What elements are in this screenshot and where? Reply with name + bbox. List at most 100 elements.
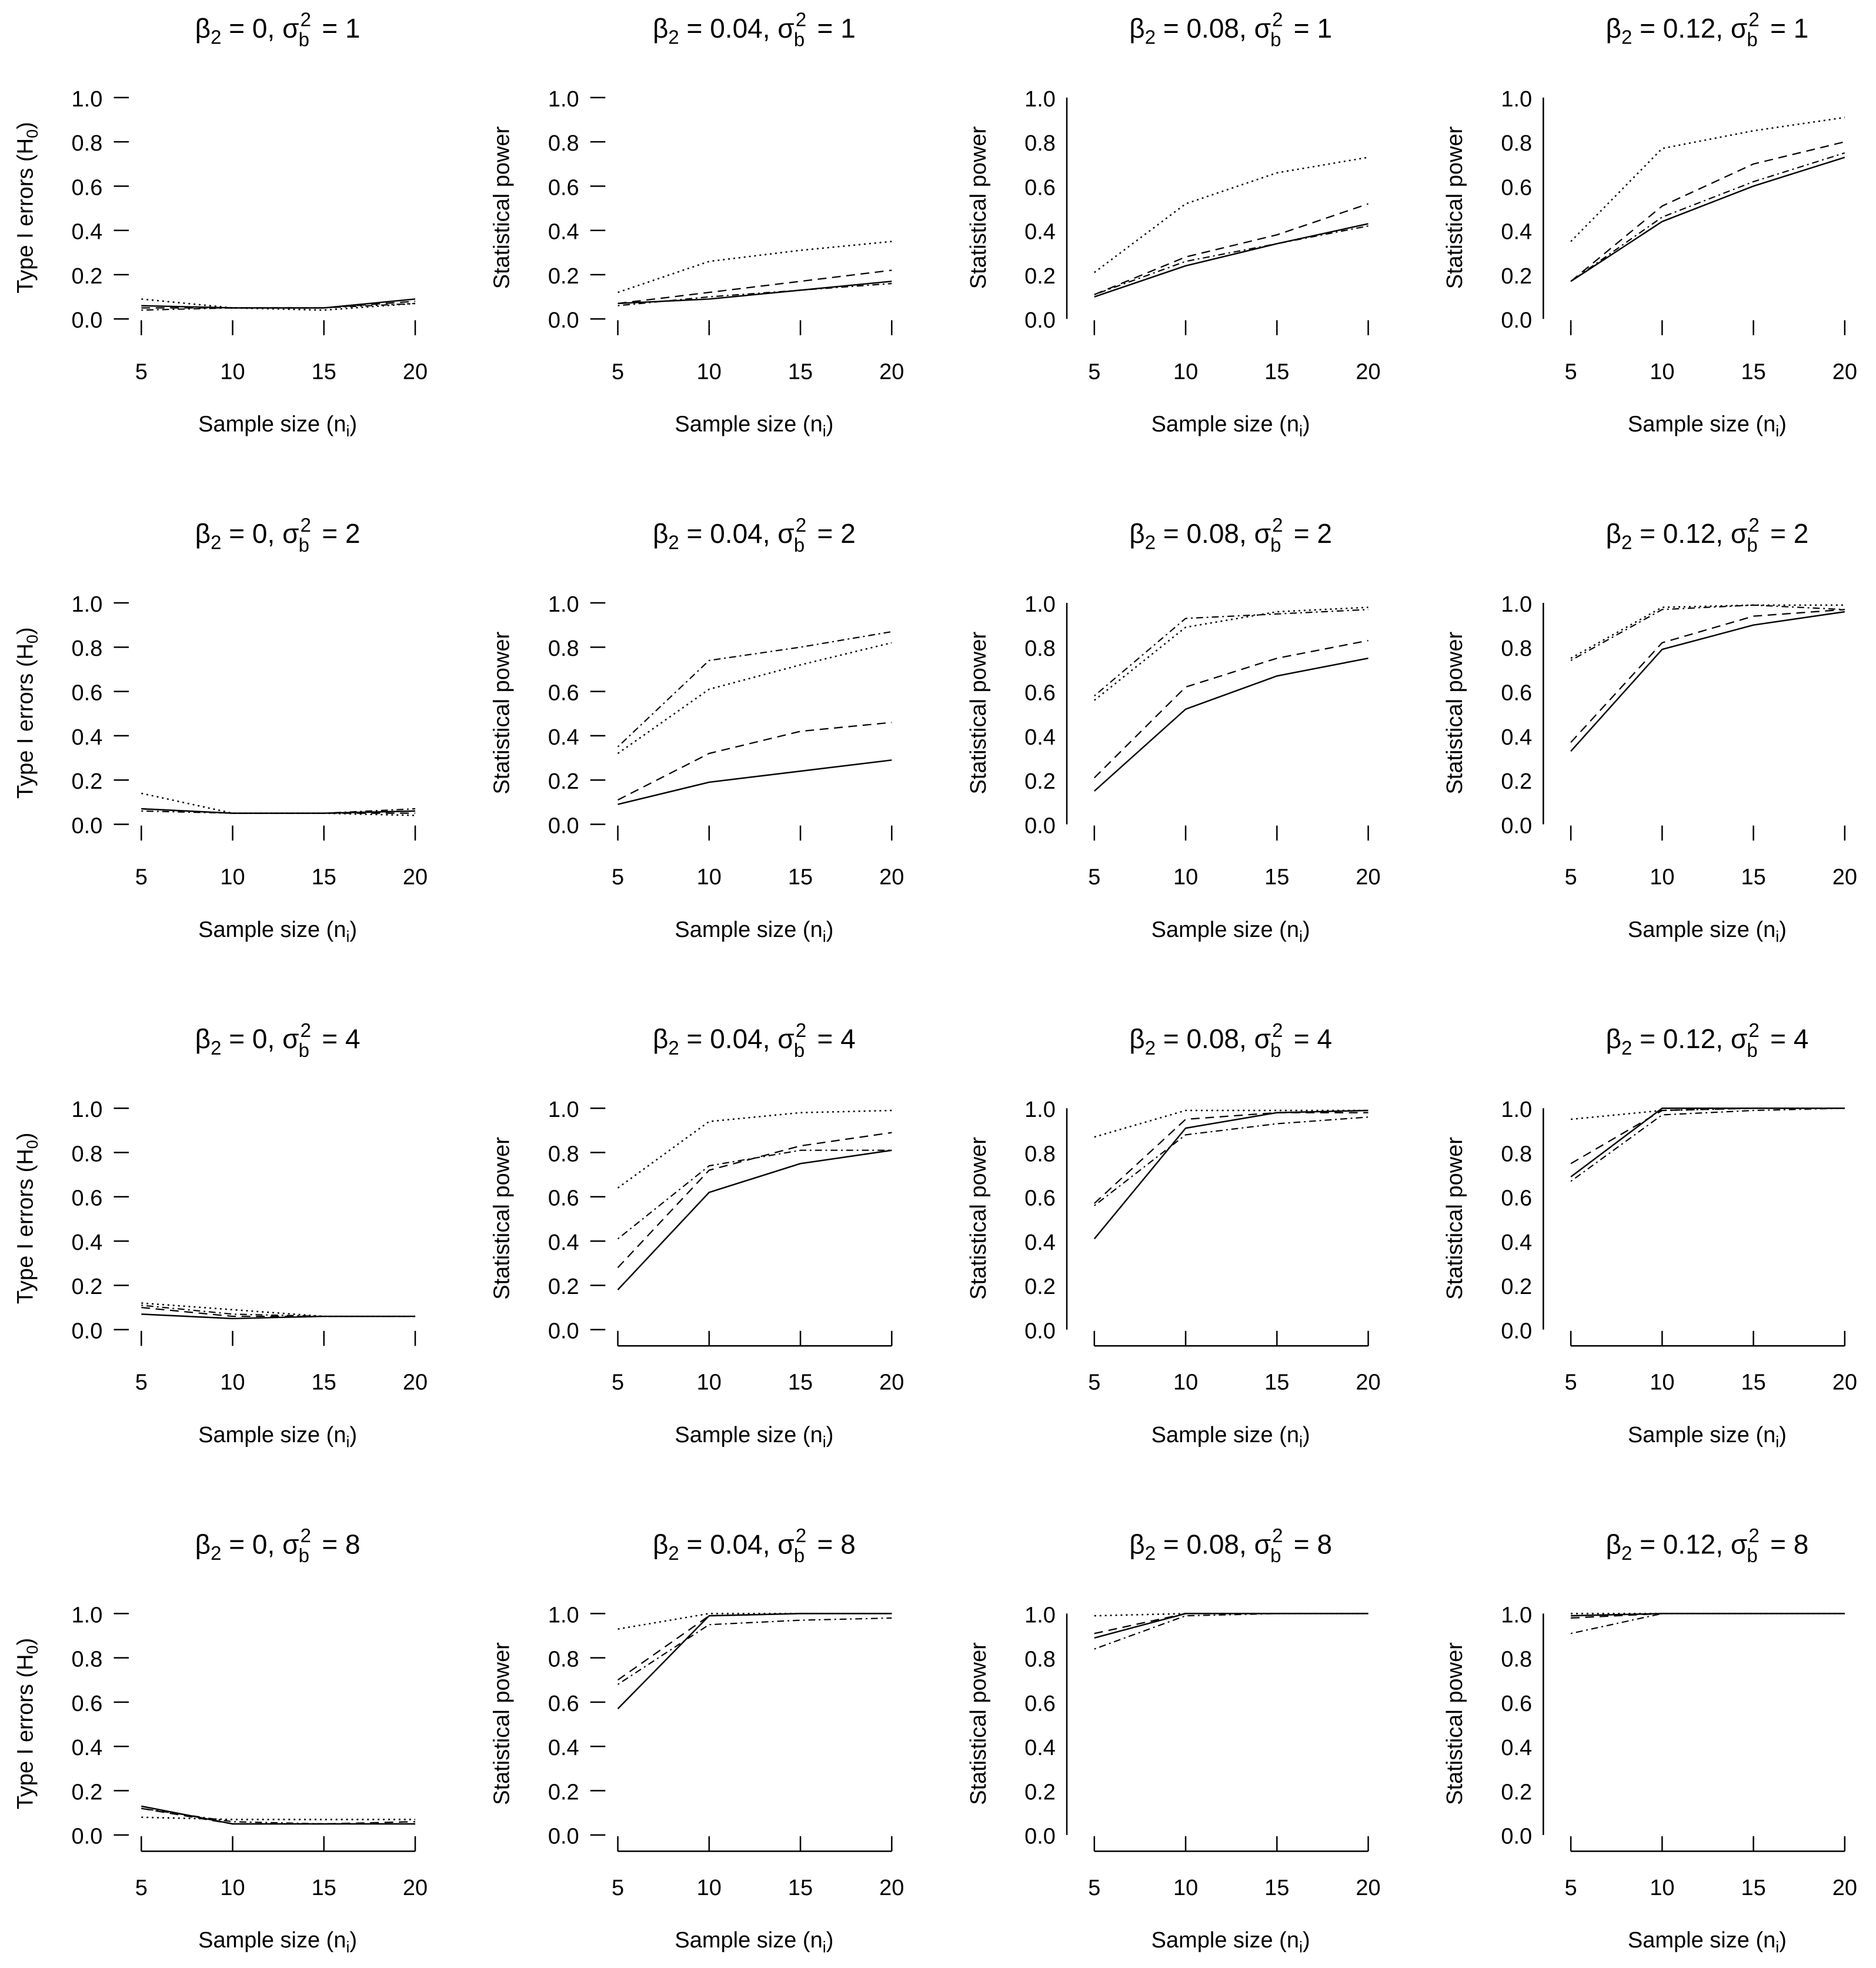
series-line-long-dash xyxy=(617,722,892,801)
series-line-dot-dash xyxy=(617,631,892,748)
y-tick-label: 1.0 xyxy=(72,1603,103,1627)
x-tick-label: 15 xyxy=(788,1370,813,1395)
y-tick-label: 0.6 xyxy=(1501,681,1532,706)
y-tick-label: 0.8 xyxy=(1024,636,1056,661)
x-axis-title: Sample size (ni) xyxy=(198,918,357,946)
y-tick-label: 0.0 xyxy=(1024,813,1056,838)
series-line-solid xyxy=(1570,156,1845,282)
series-line-long-dash xyxy=(617,1613,892,1681)
x-tick-label: 20 xyxy=(403,1876,428,1900)
y-axis-title: Statistical power xyxy=(966,632,991,795)
y-tick-label: 0.0 xyxy=(1501,1824,1532,1849)
x-tick-label: 5 xyxy=(1565,1370,1577,1395)
x-tick-label: 15 xyxy=(1264,1370,1289,1395)
y-tick-label: 0.4 xyxy=(548,220,579,245)
x-tick-label: 20 xyxy=(403,359,428,384)
panel-title: β2 = 0.04, σ2 b = 2 xyxy=(653,514,856,556)
y-tick-label: 0.6 xyxy=(548,175,579,200)
series-line-long-dash xyxy=(1570,141,1845,282)
y-tick-label: 0.8 xyxy=(548,636,579,661)
x-tick-label: 20 xyxy=(1356,359,1380,384)
y-tick-label: 1.0 xyxy=(72,1098,103,1122)
y-tick-label: 0.8 xyxy=(1024,1647,1056,1672)
panel-0.12-2: β2 = 0.12, σ2 b = 2 0.0 0.2 0.4 0.6 0.8 1.0 5 10 1… xyxy=(1443,514,1857,946)
series-line-dot-dash xyxy=(1094,609,1368,696)
y-tick-label: 0.6 xyxy=(1501,1186,1532,1211)
y-tick-label: 0.4 xyxy=(1024,1736,1056,1760)
x-tick-label: 10 xyxy=(1650,1370,1674,1395)
panel-title: β2 = 0, σ2 b = 8 xyxy=(195,1525,360,1566)
y-tick-label: 0.4 xyxy=(1501,1230,1532,1255)
x-tick-label: 10 xyxy=(1650,359,1674,384)
series-line-dot-dash xyxy=(1570,152,1845,282)
series-line-solid xyxy=(1094,1613,1368,1639)
y-axis-title: Statistical power xyxy=(490,126,515,289)
y-tick-label: 0.2 xyxy=(1501,264,1532,289)
series-line-dot-dash xyxy=(141,1807,416,1825)
series-line-long-dash xyxy=(1094,203,1368,295)
y-tick-label: 0.4 xyxy=(72,725,103,750)
y-tick-label: 0.6 xyxy=(1501,175,1532,200)
x-tick-label: 5 xyxy=(135,1876,148,1900)
series-line-solid xyxy=(617,1613,892,1710)
y-tick-label: 1.0 xyxy=(1024,87,1056,112)
x-axis-title: Sample size (ni) xyxy=(675,1423,833,1451)
panel-0.04-2: β2 = 0.04, σ2 b = 2 0.0 0.2 0.4 0.6 0.8 1.0 5 10 1… xyxy=(490,514,904,946)
series-line-dot-dash xyxy=(141,302,416,311)
x-tick-label: 10 xyxy=(1650,865,1674,890)
y-tick-label: 0.4 xyxy=(548,725,579,750)
y-tick-label: 0.0 xyxy=(1501,1319,1532,1344)
y-tick-label: 0.0 xyxy=(72,1319,103,1344)
panel-title: β2 = 0.12, σ2 b = 2 xyxy=(1605,514,1808,556)
y-tick-label: 0.4 xyxy=(548,1736,579,1760)
y-tick-label: 0.4 xyxy=(1501,220,1532,245)
series-line-dot xyxy=(617,642,892,755)
y-tick-label: 0.0 xyxy=(72,1824,103,1849)
series-line-dot-dash xyxy=(1570,604,1845,661)
y-tick-label: 1.0 xyxy=(1501,1098,1532,1122)
y-tick-label: 0.8 xyxy=(1501,1647,1532,1672)
y-axis-title: Type I errors (H0) xyxy=(13,627,41,799)
y-tick-label: 0.2 xyxy=(72,769,103,794)
x-tick-label: 10 xyxy=(697,1876,722,1900)
panel-title: β2 = 0, σ2 b = 2 xyxy=(195,514,360,556)
panel-title: β2 = 0.08, σ2 b = 8 xyxy=(1129,1525,1332,1566)
x-tick-label: 10 xyxy=(220,865,245,890)
series-line-dot-dash xyxy=(1094,1116,1368,1206)
y-tick-label: 0.8 xyxy=(1501,131,1532,156)
series-line-solid xyxy=(1094,223,1368,298)
y-tick-label: 0.2 xyxy=(1501,1780,1532,1804)
x-tick-label: 20 xyxy=(1356,865,1380,890)
series-line-dot xyxy=(1094,1109,1368,1138)
series-line-solid xyxy=(1093,1109,1368,1240)
y-axis-title: Statistical power xyxy=(1443,1642,1467,1805)
y-tick-label: 0.0 xyxy=(548,813,579,838)
x-tick-label: 20 xyxy=(1832,1876,1857,1900)
x-tick-label: 5 xyxy=(1565,865,1577,890)
panel-title: β2 = 0, σ2 b = 4 xyxy=(195,1019,360,1061)
panel-title: β2 = 0.04, σ2 b = 4 xyxy=(653,1019,856,1061)
series-line-dot xyxy=(1094,1613,1368,1617)
series-line-solid xyxy=(617,281,892,305)
x-tick-label: 10 xyxy=(220,1876,245,1900)
panel-title: β2 = 0.12, σ2 b = 1 xyxy=(1605,9,1808,51)
y-tick-label: 1.0 xyxy=(1024,1098,1056,1122)
panel-title: β2 = 0.12, σ2 b = 8 xyxy=(1605,1525,1808,1566)
series-line-long-dash xyxy=(1094,1112,1368,1204)
series-line-dot xyxy=(141,298,416,311)
series-line-dot xyxy=(141,1816,416,1820)
y-tick-label: 0.0 xyxy=(72,813,103,838)
x-tick-label: 20 xyxy=(879,1876,904,1900)
y-tick-label: 0.2 xyxy=(72,1780,103,1804)
y-tick-label: 0.8 xyxy=(72,1142,103,1166)
y-tick-label: 0.6 xyxy=(1024,1692,1056,1716)
y-axis-title: Statistical power xyxy=(490,1642,515,1805)
y-axis-title: Statistical power xyxy=(490,1137,515,1300)
series-line-dot xyxy=(1570,116,1845,242)
x-axis-title: Sample size (ni) xyxy=(1628,918,1787,946)
series-line-dot xyxy=(141,1302,416,1317)
y-tick-label: 0.6 xyxy=(548,1692,579,1716)
x-tick-label: 20 xyxy=(879,359,904,384)
panel-title: β2 = 0.04, σ2 b = 8 xyxy=(653,1525,856,1566)
x-axis-title: Sample size (ni) xyxy=(1628,1423,1787,1451)
